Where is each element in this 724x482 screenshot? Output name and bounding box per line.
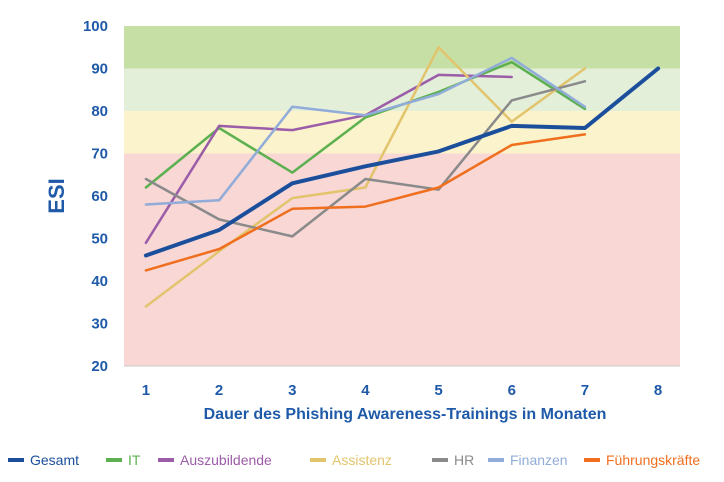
x-tick-label: 7	[581, 382, 589, 399]
legend-label: Finanzen	[510, 452, 568, 468]
legend: Gesamt IT Auszubildende Assistenz HR Finanzen…	[8, 452, 700, 468]
band-90-100	[124, 26, 680, 69]
y-tick-label: 90	[91, 61, 108, 78]
series-line-gesamt	[143, 66, 661, 258]
legend-label: HR	[454, 452, 474, 468]
series-line-auszubildende	[144, 73, 513, 245]
x-tick-label: 3	[288, 382, 296, 399]
series-line-assistenz	[144, 46, 587, 308]
legend-label: IT	[128, 452, 141, 468]
y-tick-label: 40	[91, 273, 108, 290]
legend-label: Gesamt	[30, 452, 79, 468]
y-tick-label: 100	[83, 18, 108, 35]
x-tick-label: 2	[215, 382, 223, 399]
x-tick-label: 8	[654, 382, 662, 399]
legend-label: Auszubildende	[180, 452, 272, 468]
y-tick-label: 50	[91, 231, 108, 248]
x-tick-label: 6	[508, 382, 516, 399]
x-axis-title: Dauer des Phishing Awareness-Trainings i…	[204, 406, 607, 423]
y-tick-label: 60	[91, 188, 108, 205]
series-lines	[143, 46, 661, 308]
legend-label: Assistenz	[332, 452, 392, 468]
band-20-70	[124, 153, 680, 366]
y-tick-label: 70	[91, 146, 108, 163]
y-tick-label: 30	[91, 316, 108, 333]
x-tick-label: 5	[434, 382, 442, 399]
series-line-finanzen	[144, 56, 587, 206]
score-bands	[124, 26, 680, 366]
legend-label: Führungskräfte	[606, 452, 700, 468]
x-tick-label: 1	[142, 382, 150, 399]
y-tick-label: 20	[91, 358, 108, 375]
y-tick-labels: 20 30 40 50 60 70 80 90 100	[83, 18, 108, 375]
y-axis-title: ESI	[44, 178, 69, 213]
x-tick-labels: 1 2 3 4 5 6 7 8	[142, 382, 662, 399]
series-line-f-hrungskr-fte	[144, 133, 587, 272]
x-tick-label: 4	[361, 382, 370, 399]
y-tick-label: 80	[91, 103, 108, 120]
series-line-hr	[144, 80, 587, 238]
